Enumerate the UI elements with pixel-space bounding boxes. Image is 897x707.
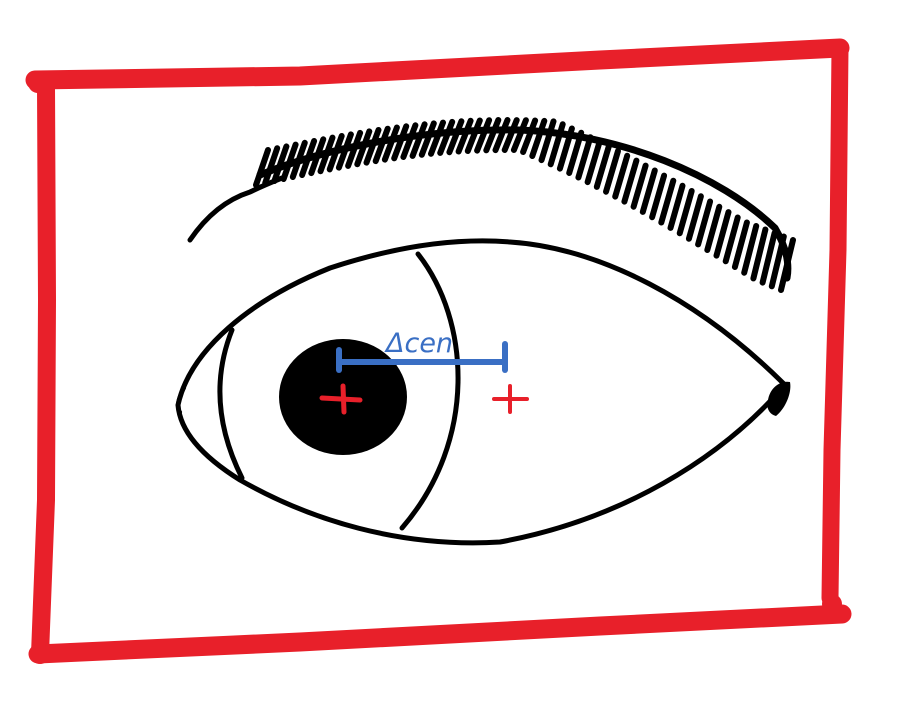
frame-top-right-corner: [828, 40, 848, 60]
eyebrow-hatch-stroke: [409, 121, 428, 159]
eyebrow-hatch-stroke: [520, 117, 539, 155]
frame-bottom-edge: [28, 604, 852, 664]
eyebrow-hatch-stroke: [464, 117, 483, 154]
plus-icon: [492, 384, 529, 414]
eyebrow-hatch-stroke: [676, 188, 695, 237]
eyebrow-hatch-stroke: [731, 219, 750, 270]
frame-bottom-right-corner: [822, 594, 842, 614]
eyebrow-hatch-stroke: [446, 118, 465, 156]
frame-top-edge: [25, 38, 850, 90]
eyebrow-hatch-stroke: [280, 141, 299, 182]
eyebrow-hatch-stroke: [639, 167, 658, 215]
eyebrow-hatch-stroke: [722, 214, 741, 265]
eyebrow-hatch-stroke: [547, 121, 566, 168]
eyebrow-hatch-stroke: [428, 119, 446, 157]
eyebrow-hatch-stroke: [400, 122, 419, 160]
eyebrow-hatch-stroke: [483, 117, 502, 154]
eyebrow-hatch-stroke: [630, 162, 649, 210]
plus-icon: [319, 383, 363, 415]
outer-corner-blob: [767, 381, 791, 416]
eyebrow-hatch-stroke: [437, 118, 456, 156]
eyebrow-hatch-stroke: [685, 193, 704, 242]
eyebrow-hatch-stroke: [768, 233, 787, 290]
frame-bottom-left-corner: [30, 644, 50, 664]
eyebrow-hatch-stroke: [759, 230, 778, 286]
eyebrow-hatch-stroke: [326, 133, 345, 173]
eyebrow-hatch-stroke: [566, 129, 585, 176]
eyebrow-hatch-stroke: [741, 223, 760, 276]
eyebrow-hatch-stroke: [593, 143, 612, 190]
eyebrow-hatch-stroke: [750, 226, 769, 282]
eyebrow-hatch-stroke: [299, 138, 318, 178]
eyebrow-hatch-stroke: [510, 117, 529, 153]
eyebrow-hatch-stroke: [308, 136, 327, 177]
eyebrow-hatch-stroke: [575, 134, 594, 181]
frame-top-left-corner: [28, 73, 48, 93]
eyebrow-hatch-stroke: [381, 124, 400, 163]
measurement-bar: [336, 341, 508, 373]
eyebrow-hatch-stroke: [612, 152, 631, 200]
eyebrow-hatch-stroke: [474, 117, 493, 154]
eyebrow-hatch-stroke: [418, 120, 437, 158]
eyebrow-hatching: [253, 117, 796, 293]
frame-left-edge: [31, 77, 56, 663]
eyebrow-hatch-stroke: [713, 209, 732, 259]
eyebrow-hatch-stroke: [529, 117, 548, 159]
eyebrow-hatch-stroke: [584, 138, 603, 186]
eyebrow-hatch-stroke: [667, 182, 686, 231]
eyebrow-hatch-stroke: [603, 148, 621, 195]
eyebrow-hatch-stroke: [621, 157, 640, 205]
measurement-label: Δcen: [384, 328, 453, 359]
eyebrow: [187, 117, 796, 293]
red-frame: [25, 38, 852, 664]
pupil-center-marker-v: [340, 383, 347, 415]
eyebrow-hatch-stroke: [253, 147, 271, 188]
eyebrow-hatch-stroke: [538, 118, 557, 164]
eyebrow-hatch-stroke: [363, 127, 382, 166]
eyebrow-hatch-stroke: [704, 203, 723, 253]
frame-right-edge: [821, 39, 849, 607]
eyebrow-hatch-stroke: [455, 117, 474, 155]
eyebrow-hatch-stroke: [335, 131, 354, 171]
eyebrow-hatch-stroke: [391, 123, 410, 162]
inner-corner-tick: [175, 386, 186, 414]
eyebrow-tail: [187, 175, 285, 243]
eyebrow-hatch-stroke: [556, 125, 575, 172]
eyebrow-hatch-stroke: [271, 143, 290, 184]
eyebrow-hatch-stroke: [695, 198, 714, 248]
eyebrow-hatch-stroke: [778, 237, 796, 293]
eyebrow-hatch-stroke: [262, 145, 281, 186]
eyeball-curve-line: [399, 251, 461, 531]
eyebrow-hatch-stroke: [658, 177, 677, 226]
eyebrow-hatch-stroke: [372, 125, 391, 165]
eye-outline: [175, 238, 788, 546]
eyebrow-hatch-stroke: [492, 117, 511, 154]
eyebrow-hatch-stroke: [317, 134, 336, 175]
eyebrow-hatch-stroke: [289, 139, 308, 180]
eyebrow-hatch-stroke: [501, 117, 520, 153]
eyebrow-hatch-stroke: [354, 128, 373, 168]
eyebrow-hatch-stroke: [649, 172, 668, 221]
inner-corner-arc: [217, 327, 245, 481]
eyebrow-hatch-stroke: [345, 129, 364, 169]
